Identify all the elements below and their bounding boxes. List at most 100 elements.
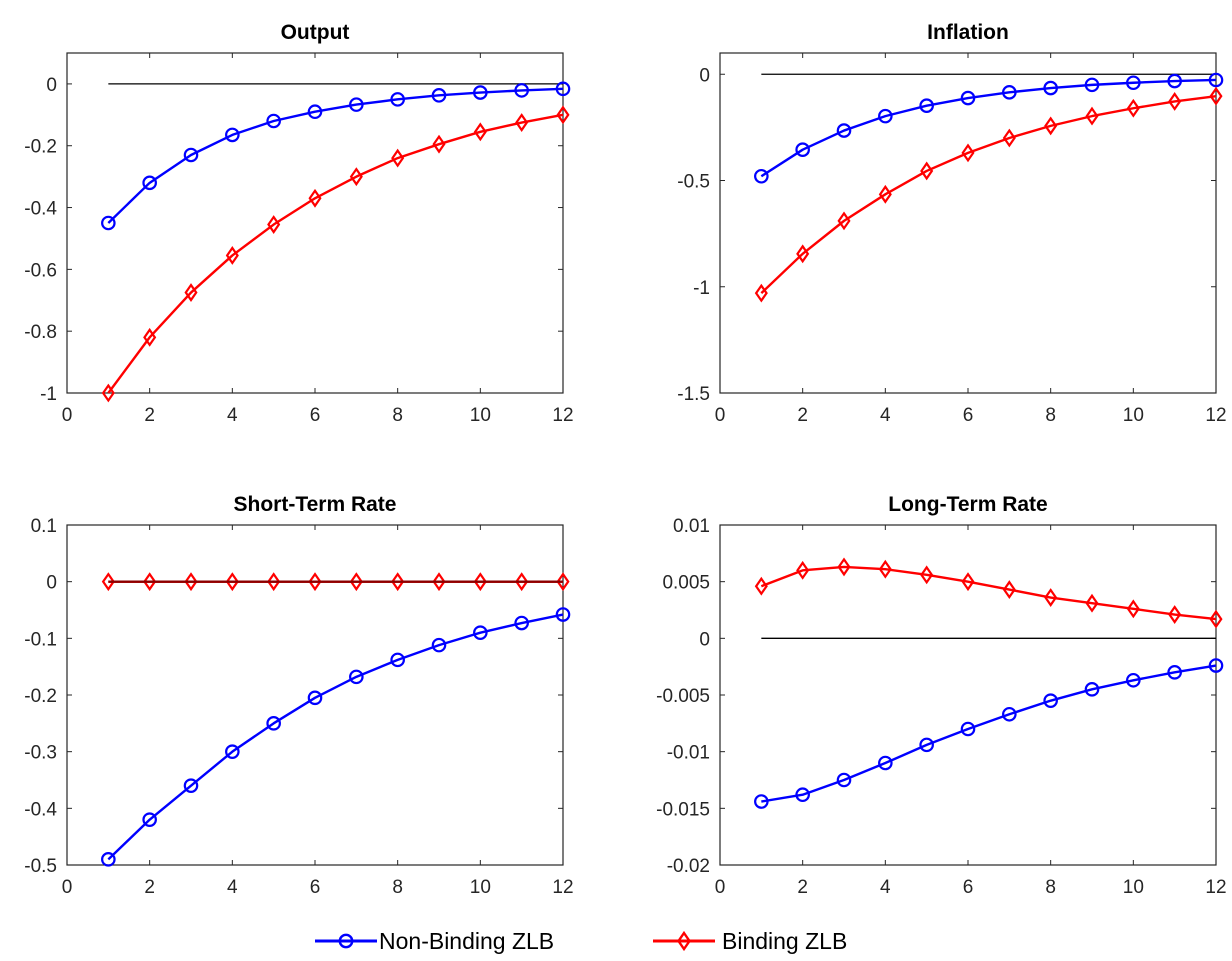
short-term-rate-point-non-binding bbox=[431, 637, 447, 653]
short-term-rate-point-binding bbox=[184, 572, 198, 592]
long-term-rate-ytick-label: 0 bbox=[699, 629, 710, 650]
inflation-series-non-binding bbox=[760, 78, 1217, 178]
short-term-rate-title: Short-Term Rate bbox=[234, 493, 397, 516]
output-ytick-label: -0.4 bbox=[24, 199, 57, 220]
output-point-binding bbox=[308, 188, 322, 208]
short-term-rate-xtick-label: 10 bbox=[470, 877, 491, 898]
output-point-binding bbox=[225, 246, 239, 265]
long-term-rate-series-binding bbox=[760, 565, 1217, 621]
output-point-non-binding bbox=[225, 127, 240, 143]
long-term-rate-point-binding bbox=[878, 559, 892, 579]
inflation-point-binding bbox=[878, 184, 892, 204]
long-term-rate-point-non-binding bbox=[960, 721, 976, 737]
short-term-rate-point-binding bbox=[556, 572, 570, 592]
long-term-rate-ytick-label: -0.02 bbox=[667, 856, 710, 877]
short-term-rate-point-non-binding bbox=[349, 669, 364, 685]
long-term-rate-point-non-binding bbox=[1126, 672, 1141, 688]
short-term-rate-point-non-binding bbox=[183, 778, 199, 793]
output-point-non-binding bbox=[514, 83, 529, 98]
short-term-rate-point-non-binding bbox=[555, 607, 571, 622]
output-ytick-label: -0.8 bbox=[24, 322, 57, 343]
inflation-xtick-label: 8 bbox=[1045, 405, 1056, 426]
long-term-rate-ytick-label: -0.01 bbox=[667, 743, 710, 764]
long-term-rate-point-binding bbox=[796, 560, 810, 580]
short-term-rate-point-binding bbox=[473, 572, 487, 592]
output-title: Output bbox=[281, 21, 350, 44]
short-term-rate-xtick-label: 0 bbox=[62, 877, 73, 898]
output-xtick-label: 12 bbox=[552, 405, 573, 426]
output-point-binding bbox=[391, 148, 405, 168]
inflation-point-binding bbox=[1044, 116, 1058, 136]
long-term-rate-point-binding bbox=[920, 565, 934, 585]
long-term-rate-title: Long-Term Rate bbox=[888, 493, 1047, 516]
output-point-non-binding bbox=[142, 175, 157, 191]
output-point-non-binding bbox=[101, 215, 116, 231]
short-term-rate-point-non-binding bbox=[266, 716, 281, 731]
output-xtick-label: 0 bbox=[62, 405, 73, 426]
long-term-rate-point-non-binding bbox=[836, 772, 852, 788]
short-term-rate-point-binding bbox=[391, 572, 405, 592]
long-term-rate-point-binding bbox=[1002, 580, 1016, 600]
output-point-non-binding bbox=[473, 85, 488, 100]
long-term-rate-point-non-binding bbox=[1208, 658, 1224, 673]
output-xtick-label: 2 bbox=[144, 405, 155, 426]
long-term-rate-point-non-binding bbox=[795, 787, 810, 803]
long-term-rate-xtick-label: 4 bbox=[880, 877, 891, 898]
inflation-point-non-binding bbox=[1043, 80, 1058, 96]
inflation-point-non-binding bbox=[919, 98, 934, 113]
output-point-non-binding bbox=[555, 81, 571, 97]
output-series-binding bbox=[107, 113, 564, 394]
long-term-rate-xtick-label: 6 bbox=[963, 877, 974, 898]
short-term-rate-point-non-binding bbox=[225, 744, 240, 759]
output-point-binding bbox=[143, 327, 157, 347]
long-term-rate-ytick-label: 0.005 bbox=[662, 573, 710, 594]
inflation-point-non-binding bbox=[1002, 85, 1017, 100]
output-point-binding bbox=[473, 122, 487, 142]
long-term-rate-point-binding bbox=[961, 572, 975, 592]
output-point-binding bbox=[349, 167, 363, 187]
output-ytick-label: 0 bbox=[46, 75, 57, 96]
short-term-rate-point-binding bbox=[432, 572, 446, 592]
long-term-rate-point-non-binding bbox=[754, 794, 769, 809]
inflation-series-binding bbox=[760, 94, 1217, 294]
short-term-rate-point-binding bbox=[515, 572, 529, 592]
inflation-point-non-binding bbox=[1208, 72, 1224, 88]
long-term-rate-series-non-binding bbox=[761, 664, 1217, 803]
inflation-point-binding bbox=[961, 143, 975, 163]
short-term-rate-point-non-binding bbox=[473, 625, 488, 640]
output-axes-box bbox=[66, 52, 564, 394]
long-term-rate-point-non-binding bbox=[1167, 665, 1182, 680]
legend: Non-Binding ZLB Binding ZLB bbox=[315, 928, 847, 954]
inflation-title: Inflation bbox=[927, 21, 1009, 44]
inflation-ytick-label: -1.5 bbox=[677, 384, 710, 405]
inflation-point-binding bbox=[1002, 128, 1016, 148]
inflation-point-binding bbox=[754, 283, 768, 303]
inflation-xtick-label: 4 bbox=[880, 405, 891, 426]
inflation-point-binding bbox=[1168, 92, 1182, 111]
output-point-non-binding bbox=[349, 97, 364, 112]
long-term-rate-point-binding bbox=[1168, 605, 1182, 624]
panel-inflation: Inflation 0 2 4 6 8 10 12 -1.5 -1 -0.5 0 bbox=[677, 21, 1226, 426]
short-term-rate-point-binding bbox=[349, 572, 363, 592]
output-xtick-label: 6 bbox=[310, 405, 321, 426]
output-point-non-binding bbox=[266, 113, 281, 129]
inflation-ytick-label: -1 bbox=[693, 278, 710, 299]
short-term-rate-point-binding bbox=[267, 572, 281, 592]
short-term-rate-xtick-label: 4 bbox=[227, 877, 238, 898]
inflation-ytick-label: -0.5 bbox=[677, 172, 710, 193]
legend-label-binding: Binding ZLB bbox=[722, 928, 847, 954]
output-series-non-binding bbox=[107, 87, 564, 224]
output-point-non-binding bbox=[307, 104, 323, 120]
output-ytick-label: -0.6 bbox=[24, 260, 57, 281]
inflation-point-binding bbox=[1085, 106, 1099, 126]
short-term-rate-ytick-label: -0.5 bbox=[24, 856, 57, 877]
output-point-binding bbox=[184, 283, 198, 302]
output-point-binding bbox=[556, 105, 570, 125]
legend-marker-binding bbox=[677, 930, 691, 952]
short-term-rate-xtick-label: 2 bbox=[144, 877, 155, 898]
long-term-rate-point-non-binding bbox=[919, 737, 934, 753]
short-term-rate-point-binding bbox=[225, 572, 239, 592]
output-point-binding bbox=[267, 215, 281, 234]
inflation-xtick-label: 10 bbox=[1123, 405, 1144, 426]
